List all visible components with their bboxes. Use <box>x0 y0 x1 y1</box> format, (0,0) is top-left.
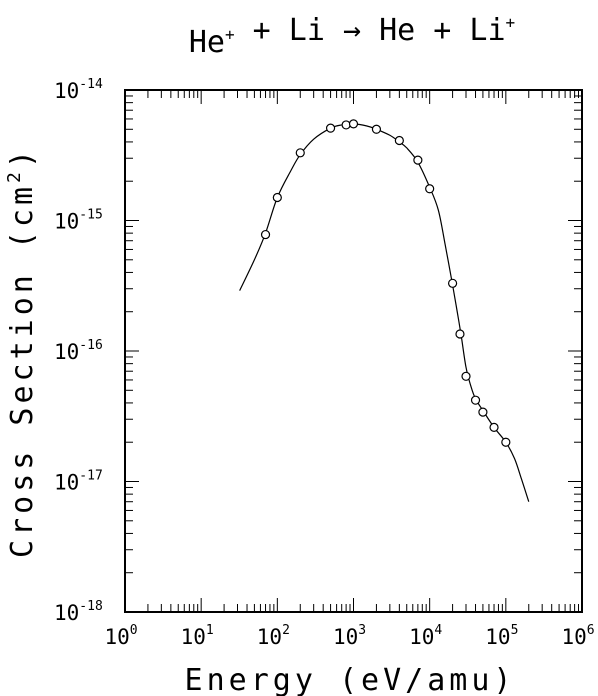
data-point <box>470 395 481 405</box>
x-tick-labels: 100 101 102 103 104 105 106 <box>104 623 594 649</box>
data-point <box>489 422 499 432</box>
x-tick-label: 102 <box>257 623 290 649</box>
x-axis-label: Energy (eV/amu) <box>185 663 516 696</box>
x-tick-label: 104 <box>409 623 442 649</box>
data-point <box>394 135 404 146</box>
x-tick-label: 106 <box>561 623 594 649</box>
y-tick-labels: 10-14 10-15 10-16 10-17 10-18 <box>54 77 103 625</box>
data-point <box>272 192 282 203</box>
fit-curve <box>239 123 530 502</box>
y-axis-label: Cross Section (cm2) <box>4 146 40 558</box>
data-point <box>348 119 359 129</box>
x-tick-label: 101 <box>181 623 214 649</box>
y-tick-label: 10-16 <box>54 338 103 364</box>
minor-ticks <box>125 90 582 612</box>
data-point <box>455 329 465 339</box>
y-tick-label: 10-14 <box>54 77 103 103</box>
data-point <box>501 437 511 447</box>
data-point <box>447 278 458 288</box>
data-point <box>260 229 271 240</box>
y-tick-label: 10-17 <box>54 469 103 495</box>
y-tick-label: 10-15 <box>54 208 103 234</box>
y-tick-label: 10-18 <box>54 599 103 625</box>
data-point <box>425 184 435 194</box>
data-point <box>461 371 471 381</box>
data-point <box>413 155 423 165</box>
data-point <box>371 124 382 134</box>
chart-title: He+ + Li → He + Li+ <box>189 13 515 60</box>
x-tick-label: 105 <box>485 623 518 649</box>
data-points <box>260 119 511 447</box>
x-tick-label: 100 <box>104 623 137 649</box>
data-point <box>478 407 488 417</box>
chart-title-text: He+ + Li → He + Li+ <box>189 13 515 60</box>
data-point <box>295 148 305 158</box>
data-point <box>325 123 336 133</box>
data-point <box>341 120 351 130</box>
x-tick-label: 103 <box>333 623 366 649</box>
plot-frame <box>124 89 583 613</box>
